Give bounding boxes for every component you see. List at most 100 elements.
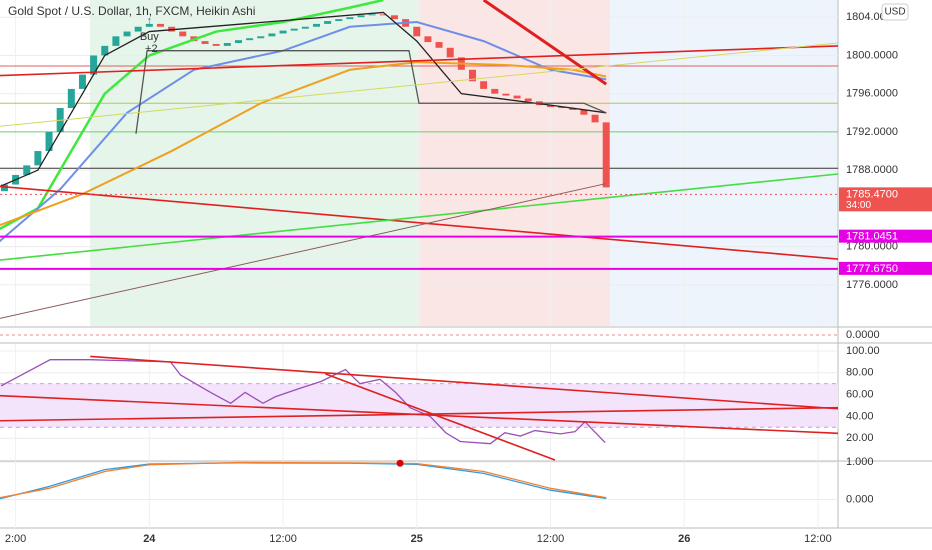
currency-box: [881, 3, 909, 21]
candle-body: [34, 151, 42, 166]
series-line: [0, 359, 606, 445]
price-tag: [839, 187, 932, 212]
candle-body: [134, 26, 142, 32]
series-line: [0, 461, 607, 499]
y-tick-label: 80.00: [846, 367, 874, 379]
y-tick-label: 1780.0000: [846, 241, 898, 253]
x-tick-label: 12:00: [804, 533, 832, 545]
y-tick-label: 1792.0000: [846, 126, 898, 138]
x-tick-label: 12:00: [537, 533, 565, 545]
price-tag: [839, 229, 932, 243]
y-tick-label: 0.000: [846, 493, 874, 505]
candle-body: [602, 122, 610, 188]
candle-body: [179, 31, 187, 37]
price-tag-label: 1777.6750: [846, 263, 898, 275]
candle-body: [513, 95, 521, 99]
y-tick-label: 40.00: [846, 410, 874, 422]
candle-body: [246, 38, 254, 41]
indicator-line: [135, 50, 607, 134]
y-tick-label: 100.00: [846, 345, 880, 357]
candle-body: [156, 23, 164, 27]
indicator-line: [0, 0, 384, 231]
candle-body: [90, 55, 98, 75]
x-tick-label: 12:00: [269, 533, 297, 545]
indicator-line: [0, 11, 607, 188]
y-tick-label: 0.0000: [846, 329, 880, 341]
chart-title: Gold Spot / U.S. Dollar, 1h, FXCM, Heiki…: [8, 4, 255, 18]
candle-body: [480, 81, 488, 89]
indicator-line: [0, 20, 607, 243]
candle-body: [446, 47, 454, 58]
trend-line: [0, 406, 839, 422]
candle-body: [201, 41, 209, 44]
y-tick-label: 60.00: [846, 388, 874, 400]
x-tick-label: 24: [143, 533, 156, 545]
signal-count: +2: [145, 43, 158, 55]
price-tag: [839, 261, 932, 275]
zone-green: [90, 0, 420, 326]
candle-body: [368, 14, 376, 16]
candle-body: [524, 98, 532, 102]
candle-body: [413, 26, 421, 37]
candle-body: [491, 88, 499, 94]
price-tag-label: 1781.0451: [846, 231, 898, 243]
y-tick-label: 1800.0000: [846, 49, 898, 61]
y-tick-label: 20.00: [846, 432, 874, 444]
y-tick-label: 1776.0000: [846, 279, 898, 291]
candle-body: [234, 40, 242, 44]
x-tick-label: 25: [411, 533, 423, 545]
signal-arrow: ↑: [147, 15, 153, 27]
candle-body: [312, 23, 320, 27]
indicator-line: [0, 61, 607, 227]
indicator-line: [482, 0, 608, 86]
candle-body: [0, 184, 8, 192]
candle-body: [468, 69, 476, 82]
candle-body: [212, 43, 220, 46]
candle-body: [580, 109, 588, 115]
candle-body: [112, 36, 120, 46]
candle-body: [569, 108, 577, 110]
trend-line: [90, 355, 839, 410]
candle-body: [379, 14, 387, 16]
candle-body: [591, 114, 599, 123]
candle-body: [223, 43, 231, 46]
candle-body: [145, 23, 153, 27]
indicator-line: [0, 42, 839, 127]
candle-body: [435, 42, 443, 48]
candle-body: [324, 21, 332, 24]
x-tick-label: 26: [678, 533, 690, 545]
candle-body: [23, 165, 31, 175]
price-tag-label: 1785.4700: [846, 188, 898, 200]
candle-body: [346, 17, 354, 20]
candle-body: [67, 88, 75, 109]
candle-body: [390, 15, 398, 20]
indicator-line: [0, 173, 839, 261]
candle-body: [257, 36, 265, 39]
candle-body: [502, 93, 510, 96]
candle-body: [268, 33, 276, 37]
candle-body: [357, 15, 365, 18]
candle-body: [558, 107, 566, 109]
candle-body: [78, 74, 86, 89]
indicator-line: [0, 185, 839, 260]
candle-body: [45, 131, 53, 152]
signal-dot: [396, 459, 404, 467]
countdown: 34:00: [846, 200, 871, 211]
currency: USD: [884, 7, 905, 18]
candle-body: [290, 28, 298, 31]
zone-blue: [610, 0, 838, 326]
candle-body: [335, 19, 343, 22]
y-tick-label: 1796.0000: [846, 88, 898, 100]
candle-body: [301, 26, 309, 29]
candle-body: [279, 30, 287, 34]
signal-label: Buy: [140, 31, 159, 43]
candle-body: [546, 105, 554, 108]
candle-body: [123, 31, 131, 37]
indicator-line: [0, 45, 839, 77]
y-tick-label: 1.000: [846, 456, 874, 468]
trend-line: [325, 373, 556, 461]
candle-body: [424, 36, 432, 43]
indicator-line: [0, 183, 607, 319]
